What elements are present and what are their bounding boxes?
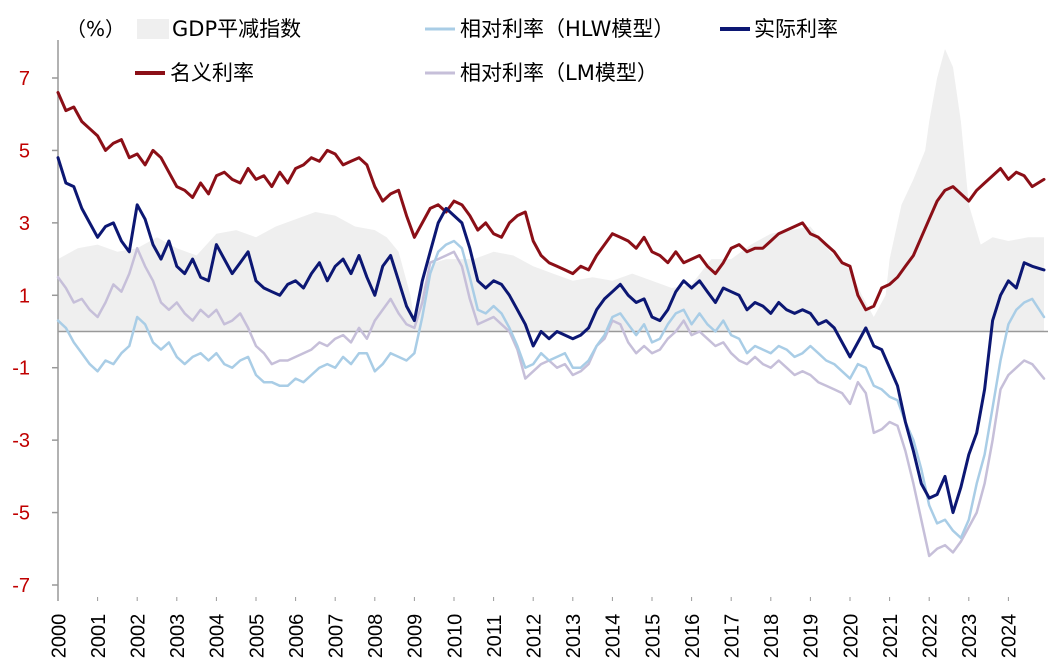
series-line-real-rate [56,156,1046,515]
x-tick-label: 2013 [563,614,585,659]
series-lines-layer [56,91,1046,558]
x-tick-label: 2002 [127,614,149,659]
legend-item-lm: 相对利率（LM模型） [425,61,658,85]
legend: GDP平减指数 相对利率（HLW模型） 实际利率 名义利率 相对利率（LM模型） [135,17,838,85]
series-line-nominal-rate [56,91,1046,312]
gdp-deflator-area-layer [58,49,1044,332]
y-tick-label: 5 [19,140,30,162]
x-tick-label: 2009 [405,614,427,659]
legend-item-real: 实际利率 [720,17,838,41]
x-tick-label: 2021 [880,614,902,659]
y-tick-label: 3 [19,213,30,235]
x-tick-label: 2017 [721,614,743,659]
legend-item-hlw: 相对利率（HLW模型） [425,17,674,41]
x-tick-label: 2024 [999,614,1021,659]
x-tick-label: 2000 [48,614,70,659]
x-tick-label: 2005 [246,614,268,659]
x-tick-label: 2011 [484,614,506,657]
y-tick-labels: 7 5 3 1 -1 -3 -5 -7 [12,68,58,597]
x-tick-label: 2020 [840,614,862,659]
x-tick-label: 2023 [959,614,981,659]
x-tick-label: 2008 [365,614,387,659]
y-tick-label: -5 [12,503,30,525]
y-unit-label: （%） [66,17,125,41]
x-tick-label: 2019 [801,614,823,659]
x-tick-label: 2001 [88,614,110,659]
x-tick-label: 2014 [603,614,625,659]
legend-label-gdp: GDP平减指数 [172,17,301,41]
x-tick-labels: 2000 2001 2002 2003 2004 2005 2006 2007 2008 2009… [48,597,1021,659]
legend-label-nominal: 名义利率 [170,61,254,85]
series-line-relative-rate-hlw [56,239,1046,540]
y-tick-label: -1 [12,358,30,380]
legend-item-gdp: GDP平减指数 [137,17,301,41]
x-tick-label: 2006 [286,614,308,659]
x-tick-label: 2016 [682,614,704,659]
x-tick-label: 2015 [642,614,664,659]
x-tick-label: 2018 [761,614,783,659]
x-tick-label: 2012 [523,614,545,659]
x-tick-label: 2007 [325,614,347,659]
legend-label-hlw: 相对利率（HLW模型） [460,17,674,41]
y-tick-label: 1 [19,285,30,307]
y-tick-label: -3 [12,430,30,452]
legend-label-lm: 相对利率（LM模型） [460,61,658,85]
legend-swatch-gdp [137,19,169,39]
y-tick-label: 7 [19,68,30,90]
x-tick-label: 2022 [919,614,941,659]
series-area-gdp-deflator [58,49,1044,332]
y-tick-label: -7 [12,575,30,597]
x-tick-label: 2003 [167,614,189,659]
x-tick-label: 2010 [444,614,466,659]
x-tick-label: 2004 [207,614,229,659]
legend-label-real: 实际利率 [754,17,838,41]
legend-item-nominal: 名义利率 [135,61,254,85]
